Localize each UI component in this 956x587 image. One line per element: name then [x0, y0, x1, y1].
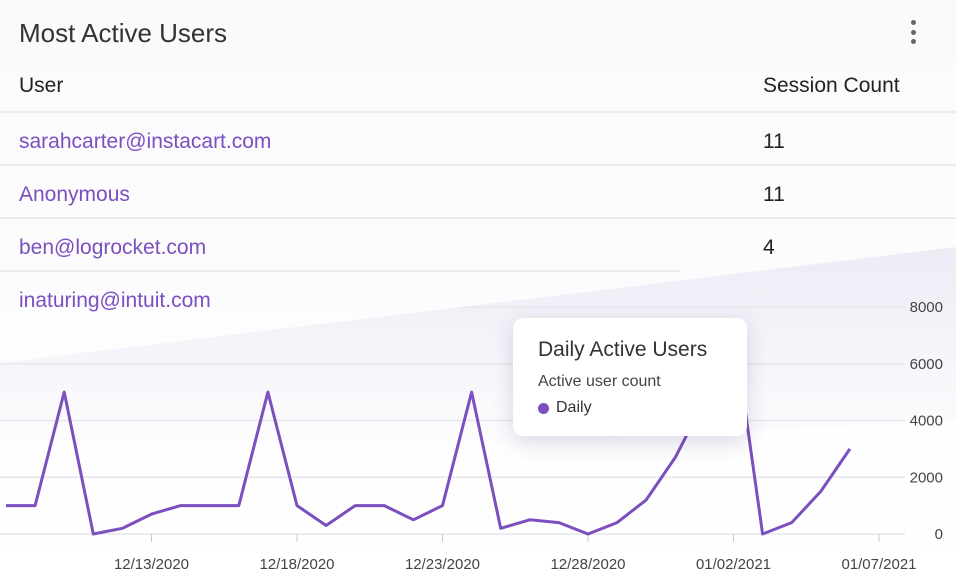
menu-dot — [910, 20, 916, 25]
menu-dot — [910, 29, 916, 35]
table-row-user-link[interactable]: Anonymous — [19, 183, 130, 206]
x-tick-label: 12/13/2020 — [114, 556, 189, 573]
y-tick-label: 2000 — [910, 469, 943, 486]
table-divider — [0, 270, 680, 272]
table-divider — [0, 217, 956, 219]
x-tick-label: 12/28/2020 — [550, 556, 625, 573]
y-tick-label: 4000 — [910, 413, 943, 430]
legend-dot-icon — [538, 402, 549, 414]
table-divider — [0, 111, 956, 113]
x-tick-label: 12/23/2020 — [405, 556, 480, 573]
column-header-user[interactable]: User — [19, 74, 64, 97]
table-row-session-count: 4 — [763, 236, 775, 259]
table-divider — [0, 164, 956, 166]
kebab-menu-icon[interactable] — [907, 20, 919, 44]
y-tick-label: 8000 — [910, 299, 943, 316]
tooltip-legend: Daily — [538, 399, 592, 417]
x-tick-label: 01/07/2021 — [841, 556, 916, 573]
y-tick-label: 6000 — [910, 356, 943, 373]
table-row-user-link[interactable]: sarahcarter@instacart.com — [19, 130, 272, 153]
column-header-session-count[interactable]: Session Count — [763, 74, 900, 97]
tooltip-title: Daily Active Users — [538, 338, 708, 361]
x-tick-label: 01/02/2021 — [696, 556, 771, 573]
x-tick-label: 12/18/2020 — [259, 556, 334, 573]
tooltip-subtitle: Active user count — [538, 373, 661, 390]
table-row-user-link[interactable]: ben@logrocket.com — [19, 236, 207, 259]
chart-tooltip: Daily Active Users Active user count Dai… — [513, 318, 747, 436]
menu-dot — [910, 39, 916, 44]
table-row-user-link[interactable]: inaturing@intuit.com — [19, 289, 211, 312]
card-title: Most Active Users — [19, 18, 228, 48]
y-tick-label: 0 — [935, 526, 943, 543]
table-row-session-count: 11 — [763, 130, 785, 153]
legend-label: Daily — [556, 399, 592, 416]
table-row-session-count: 11 — [763, 183, 785, 206]
